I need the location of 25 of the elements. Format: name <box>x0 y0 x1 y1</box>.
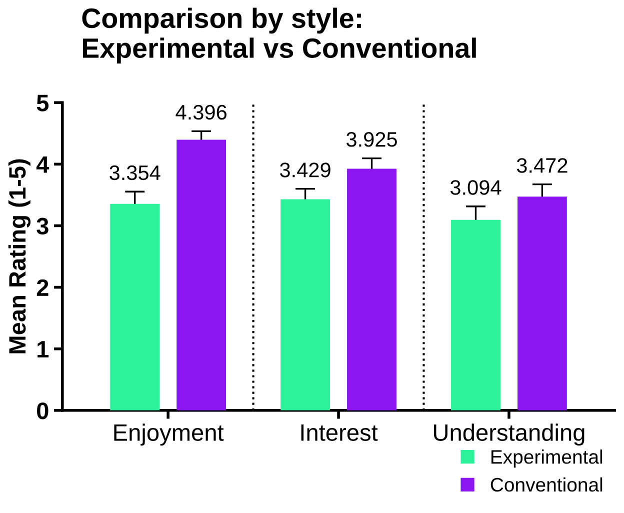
data-label: 3.925 <box>346 132 397 147</box>
data-label: 3.472 <box>516 158 568 173</box>
bar <box>451 220 500 410</box>
data-label: 3.429 <box>280 162 330 178</box>
bar <box>517 196 567 410</box>
x-tick-label: Understanding <box>434 424 584 446</box>
y-tick-label: 3 <box>36 218 48 235</box>
legend-label: Conventional <box>490 477 602 492</box>
y-tick-label: 5 <box>36 94 49 112</box>
y-axis-title: Mean Rating (1-5) <box>8 159 31 354</box>
y-tick-label: 1 <box>38 341 49 358</box>
y-tick-label: 4 <box>36 156 50 173</box>
bar <box>347 168 396 410</box>
x-tick-label: Interest <box>301 424 378 441</box>
bar <box>280 199 330 410</box>
bar <box>176 140 226 410</box>
y-tick-label: 2 <box>36 279 48 296</box>
data-label: 3.354 <box>110 165 160 180</box>
chart-title: Comparison by style: Experimental vs Conventional <box>82 8 476 64</box>
data-label: 4.396 <box>176 104 226 120</box>
legend-label: Experimental <box>491 450 602 468</box>
x-tick-label: Enjoyment <box>114 424 224 446</box>
bar <box>110 204 160 410</box>
data-label: 3.094 <box>450 180 502 195</box>
y-tick-label: 0 <box>37 402 48 420</box>
